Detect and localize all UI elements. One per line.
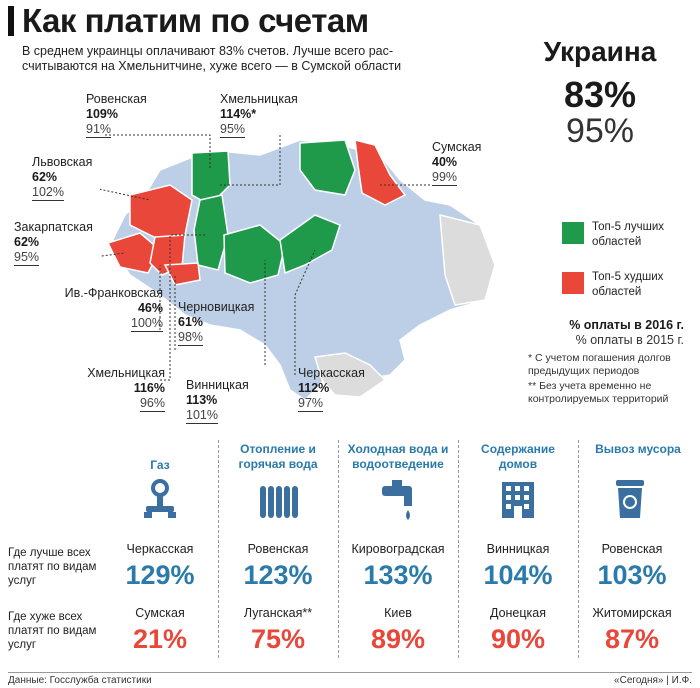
- trash-bin-icon: [616, 480, 644, 518]
- region-label-cherkasy: Черкасская 112% 97%: [298, 366, 365, 412]
- faucet-icon: [382, 480, 412, 520]
- map-region-sumy: [354, 139, 407, 206]
- leader-cherkasy: [294, 249, 316, 375]
- legend-line-2016: % оплаты в 2016 г.: [569, 318, 684, 332]
- heating-best-region: Ровенская: [247, 542, 309, 556]
- region-label-chernivtsi: Черновицкая 61% 98%: [178, 300, 255, 346]
- heating-worst-value: 75%: [250, 624, 306, 654]
- gas-meter-icon: [144, 479, 176, 518]
- page-subtitle: В среднем украинцы оплачивают 83% счетов…: [22, 44, 402, 73]
- divider-3: [458, 440, 459, 658]
- row-label-best: Где лучше всех платят по видам услуг: [8, 547, 97, 587]
- service-heading-garbage: Вывоз мусора: [595, 442, 681, 456]
- heating-best-value: 123%: [243, 560, 313, 590]
- region-label-khmelnytskyi-top: Хмельницкая 114%* 95%: [220, 92, 298, 138]
- service-heading-gas: Газ: [150, 458, 170, 472]
- region-label-khmelnytskyi-bottom: Хмельницкая 116% 96%: [87, 366, 165, 412]
- legend-note-2: ** Без учета временно не контролируемых …: [528, 380, 669, 405]
- housing-best-value: 104%: [483, 560, 553, 590]
- footer-divider: [8, 672, 692, 673]
- legend-worst-swatch: [562, 272, 584, 294]
- region-label-vinnytsia: Винницкая 113% 101%: [186, 378, 249, 424]
- publisher-credit: «Сегодня» | И.Ф.: [614, 675, 692, 686]
- housing-worst-region: Донецкая: [489, 606, 547, 620]
- divider-4: [578, 440, 579, 658]
- gas-best-region: Черкасская: [126, 542, 194, 556]
- legend-line-2015: % оплаты в 2015 г.: [575, 333, 684, 347]
- legend-best-swatch: [562, 222, 584, 244]
- ukraine-map: [100, 134, 496, 401]
- map-region-chernivtsi: [163, 262, 201, 286]
- region-label-ivano-frankivsk: Ив.-Франковская 46% 100%: [64, 286, 163, 332]
- region-label-rivne: Ровенская 109% 91%: [86, 92, 147, 138]
- map-region-vinnytsia: [223, 224, 286, 284]
- region-label-lviv: Львовская 62% 102%: [32, 155, 93, 201]
- country-value-2016: 83%: [563, 74, 637, 115]
- water-best-value: 133%: [363, 560, 433, 590]
- row-label-worst: Где хуже всех платят по видам услуг: [8, 611, 97, 651]
- radiator-icon: [260, 486, 298, 518]
- source-credit: Данные: Госслужба статистики: [8, 675, 152, 686]
- divider-1: [218, 440, 219, 658]
- garbage-worst-value: 87%: [604, 624, 660, 654]
- legend-worst-label: Топ-5 худших областей: [592, 271, 664, 298]
- title-accent-bar: [8, 6, 14, 36]
- map-uncontrolled-crimea: [314, 352, 387, 398]
- divider-2: [338, 440, 339, 658]
- gas-best-value: 129%: [125, 560, 195, 590]
- garbage-worst-region: Житомирская: [592, 606, 672, 620]
- page-title: Как платим по счетам: [22, 2, 369, 39]
- service-heading-housing: Содержание домов: [481, 442, 555, 471]
- garbage-best-region: Ровенская: [601, 542, 663, 556]
- country-name: Украина: [543, 36, 657, 67]
- map-region-cherkasy: [279, 214, 341, 275]
- building-icon: [502, 482, 534, 518]
- leader-khmelnytskyi-bottom: [160, 234, 205, 381]
- map-region-chernihiv: [299, 139, 356, 196]
- map-uncontrolled-donetsk-luhansk: [439, 214, 496, 306]
- water-worst-value: 89%: [370, 624, 426, 654]
- housing-worst-value: 90%: [490, 624, 546, 654]
- legend-best-label: Топ-5 лучших областей: [592, 221, 665, 248]
- gas-worst-value: 21%: [132, 624, 188, 654]
- region-label-sumy: Сумская 40% 99%: [432, 140, 482, 186]
- garbage-best-value: 103%: [597, 560, 667, 590]
- water-best-region: Кировоградская: [351, 542, 445, 556]
- leader-khmelnytskyi-top: [220, 135, 281, 186]
- map-region-khmelnytskyi: [193, 194, 229, 271]
- legend-note-1: * С учетом погашения долгов предыдущих п…: [528, 352, 671, 377]
- region-label-zakarpattia: Закарпатская 62% 95%: [14, 220, 93, 266]
- heating-worst-region: Луганская**: [243, 606, 313, 620]
- water-worst-region: Киев: [384, 606, 412, 620]
- country-value-2015: 95%: [565, 112, 635, 150]
- gas-worst-region: Сумская: [135, 606, 185, 620]
- service-heading-heating: Отопление и горячая вода: [238, 442, 318, 471]
- leader-rivne: [105, 134, 211, 170]
- housing-best-region: Винницкая: [486, 542, 550, 556]
- service-heading-water: Холодная вода и водоотведение: [347, 442, 449, 471]
